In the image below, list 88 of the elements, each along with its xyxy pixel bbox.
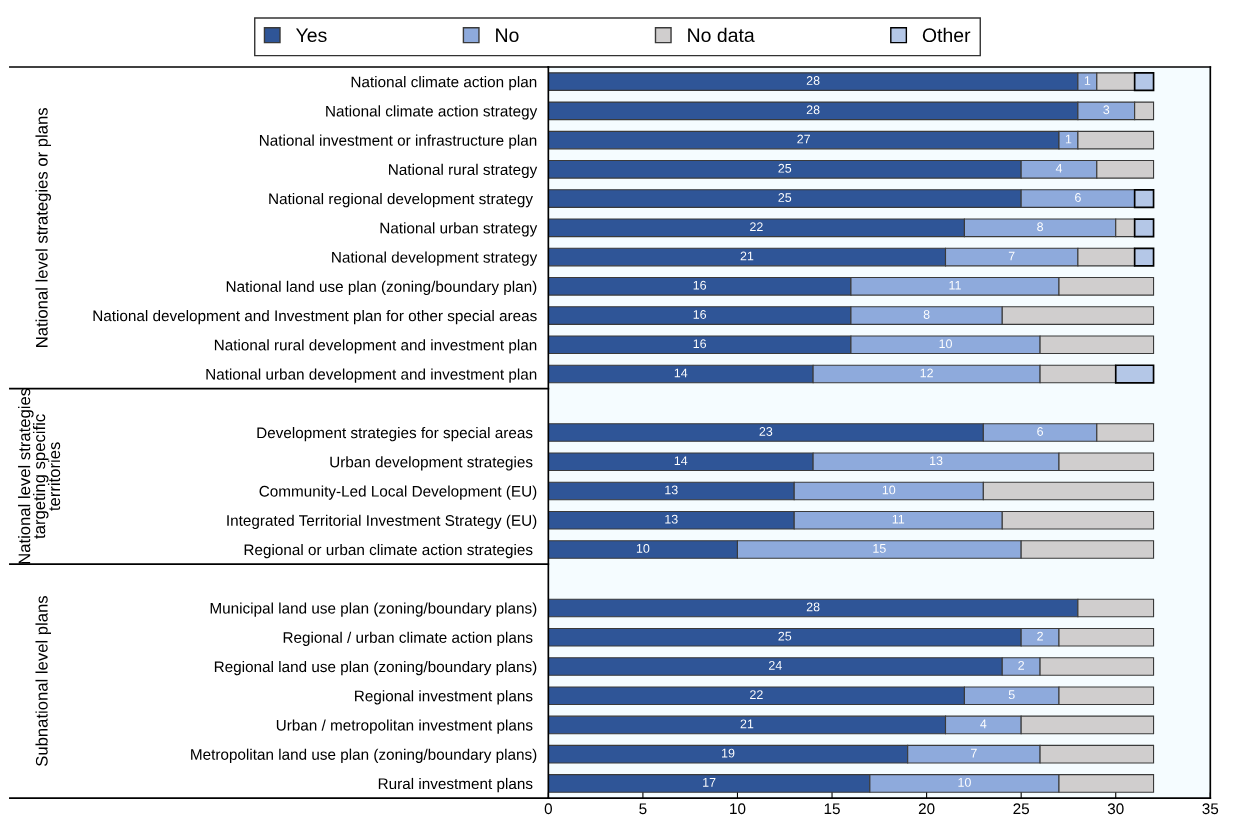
- data-label: 4: [980, 719, 987, 729]
- data-label: 16: [693, 310, 707, 319]
- bar: [1133, 218, 1155, 238]
- data-label: 14: [674, 368, 688, 378]
- data-label: 10: [958, 777, 971, 787]
- x-tick-label: 25: [1013, 803, 1030, 815]
- data-label: 21: [740, 251, 754, 261]
- x-tick-label: 20: [918, 803, 935, 815]
- y-tick-label: National urban strategy: [380, 222, 538, 237]
- legend-label: Other: [922, 27, 971, 43]
- y-tick-label: Integrated Territorial Investment Strategy (EU): [227, 514, 537, 529]
- data-label: 24: [768, 660, 782, 670]
- data-label: 5: [1008, 690, 1015, 700]
- data-label: 22: [750, 222, 763, 232]
- data-label: 21: [740, 719, 754, 729]
- text: National level strategies or plans: [35, 107, 51, 347]
- data-label: 13: [665, 514, 678, 524]
- data-label: 28: [806, 76, 820, 85]
- x-tick-label: 35: [1202, 803, 1219, 815]
- data-label: 10: [939, 339, 952, 349]
- data-label: 11: [949, 280, 961, 290]
- y-tick-label: National development and Investment plan for other special areas: [93, 310, 537, 325]
- y-tick-label: National regional development strategy: [269, 193, 533, 208]
- legend-label: No data: [688, 27, 755, 43]
- data-label: 16: [693, 280, 707, 290]
- text: National level strategies targeting specific territories: [18, 388, 61, 564]
- y-tick-label: Regional investment plans: [355, 690, 533, 705]
- data-label: 16: [693, 339, 707, 349]
- data-label: 12: [920, 368, 933, 378]
- data-label: 4: [1055, 163, 1063, 173]
- x-tick-label: 5: [639, 803, 647, 815]
- data-label: 17: [703, 778, 716, 787]
- data-label: 8: [923, 310, 930, 319]
- y-tick-label: Community-Led Local Development (EU): [259, 485, 537, 500]
- x-tick-label: 15: [824, 803, 840, 815]
- y-tick-label: National rural development and investment plan: [214, 339, 537, 354]
- y-tick-label: National urban development and investment plan: [206, 368, 537, 383]
- data-label: 6: [1075, 193, 1081, 202]
- bar: [1133, 188, 1155, 209]
- bar: [1133, 72, 1155, 92]
- y-tick-label: Metropolitan land use plan (zoning/boundary plans): [191, 748, 537, 763]
- data-label: 27: [797, 134, 810, 144]
- y-tick-label: National land use plan (zoning/boundary plan): [226, 280, 537, 296]
- y-tick-label: Regional land use plan (zoning/boundary plans): [214, 660, 537, 676]
- data-label: 25: [778, 193, 792, 202]
- data-label: 8: [1037, 222, 1044, 232]
- y-tick-label: Urban / metropolitan investment plans: [276, 719, 533, 734]
- data-label: 1: [1084, 76, 1091, 85]
- data-label: 23: [759, 427, 773, 436]
- data-label: 25: [778, 163, 792, 173]
- data-label: 28: [806, 602, 820, 612]
- y-tick-label: Municipal land use plan (zoning/boundary plans): [210, 602, 537, 617]
- data-label: 1: [1065, 134, 1072, 144]
- data-label: 3: [1103, 105, 1110, 115]
- y-tick-label: Regional or urban climate action strategies: [244, 543, 533, 559]
- data-label: 25: [778, 631, 792, 641]
- data-label: 6: [1037, 427, 1044, 436]
- y-tick-label: Regional / urban climate action plans: [283, 631, 533, 646]
- y-tick-label: National investment or infrastructure plan: [259, 134, 537, 149]
- data-label: 10: [882, 485, 896, 495]
- y-tick-label: Rural investment plans: [378, 777, 533, 793]
- data-label: 7: [971, 748, 977, 758]
- bar: [1114, 364, 1155, 384]
- x-tick-label: 0: [544, 803, 552, 815]
- legend-label: No: [496, 28, 519, 43]
- data-label: 13: [665, 485, 678, 495]
- y-tick-label: Development strategies for special areas: [257, 426, 533, 442]
- data-label: 19: [722, 748, 735, 758]
- data-label: 14: [674, 456, 688, 465]
- data-label: 10: [636, 544, 650, 553]
- data-label: 7: [1008, 251, 1015, 261]
- y-tick-label: National climate action strategy: [326, 105, 538, 120]
- data-label: 11: [892, 514, 905, 524]
- y-tick-label: National climate action plan: [351, 76, 537, 91]
- data-label: 28: [806, 105, 820, 115]
- x-tick-label: 30: [1107, 803, 1124, 815]
- y-tick-label: National development strategy: [332, 251, 538, 266]
- data-label: 2: [1037, 631, 1043, 641]
- legend-label: Yes: [296, 28, 327, 43]
- y-tick-label: Urban development strategies: [330, 456, 533, 471]
- bar: [1133, 247, 1155, 267]
- data-label: 13: [930, 456, 943, 466]
- y-tick-label: National rural strategy: [389, 163, 538, 179]
- data-label: 22: [750, 690, 763, 699]
- text: Subnational level plans: [35, 595, 51, 767]
- x-tick-label: 10: [730, 803, 746, 815]
- data-label: 2: [1018, 660, 1025, 670]
- data-label: 15: [873, 544, 886, 553]
